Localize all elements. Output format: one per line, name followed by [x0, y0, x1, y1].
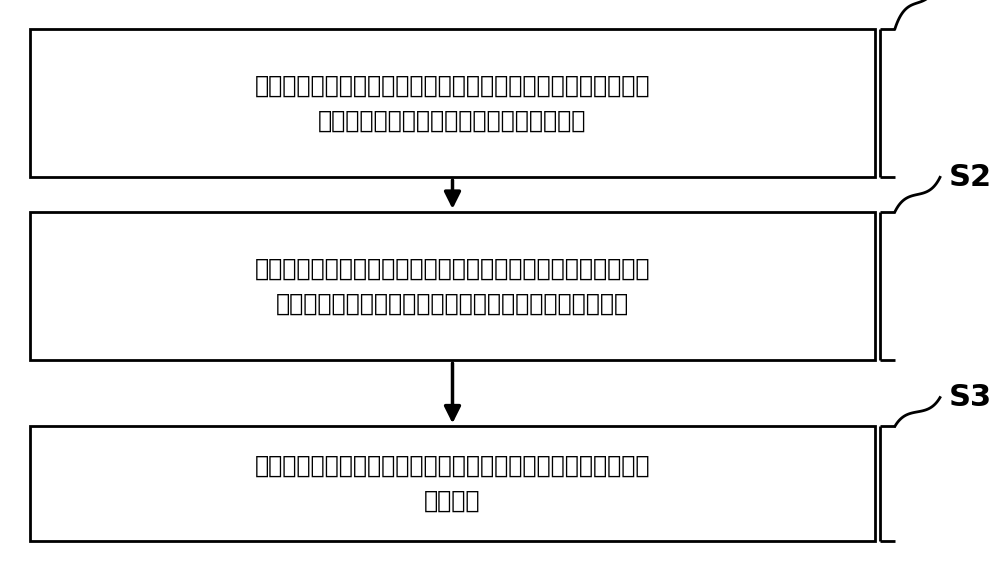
Text: 将所述内核基体溶液和所述外壳层的前驱体混合，后滴入还原剂
，并在搅拌和碱性条件下进行化学反应，得到固体生成物: 将所述内核基体溶液和所述外壳层的前驱体混合，后滴入还原剂 ，并在搅拌和碱性条件下…	[255, 256, 650, 316]
Text: S3: S3	[948, 383, 992, 412]
Text: 取所述内核基体的粉末并分散于第一溶剂中，后将分散所得溶液
进行超声细胞粉碎处理，得到内核基体溶液: 取所述内核基体的粉末并分散于第一溶剂中，后将分散所得溶液 进行超声细胞粉碎处理，…	[255, 73, 650, 133]
Text: S2: S2	[948, 163, 992, 192]
FancyBboxPatch shape	[30, 29, 875, 177]
FancyBboxPatch shape	[30, 212, 875, 360]
FancyBboxPatch shape	[30, 426, 875, 541]
Text: 将所述固体生成物依次进行第一热处理和第二热处理，得到抗反
极催化剂: 将所述固体生成物依次进行第一热处理和第二热处理，得到抗反 极催化剂	[255, 454, 650, 513]
